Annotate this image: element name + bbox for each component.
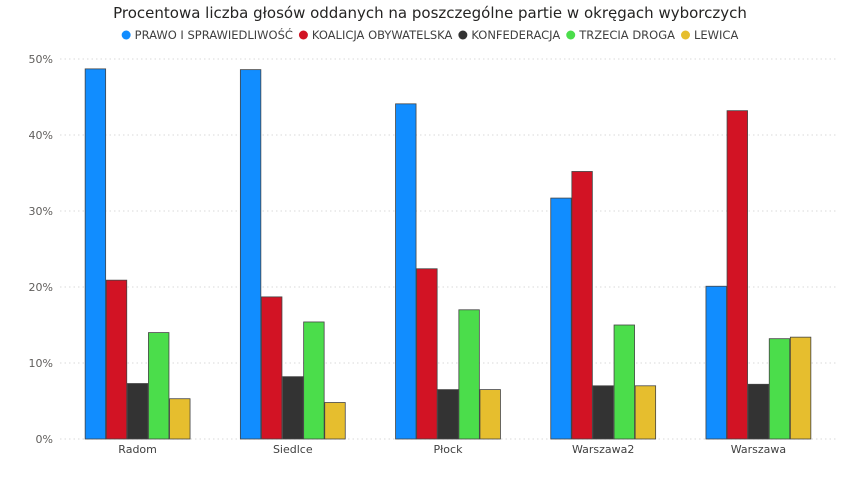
bar-lewica-plock[interactable] [479,389,501,440]
bar-koalicja-obywatelska-siedlce[interactable] [261,296,283,440]
legend-item-lewica[interactable]: LEWICA [681,28,738,42]
legend-marker-trzecia-droga [566,30,576,40]
y-tick-label: 40% [29,129,53,142]
legend-item-koalicja-obywatelska[interactable]: KOALICJA OBYWATELSKA [298,28,453,42]
bars [84,68,812,440]
x-tick-label-radom: Radom [118,443,157,456]
legend-label-konfederacja: KONFEDERACJA [471,28,560,42]
bar-koalicja-obywatelska-warszawa[interactable] [726,110,748,440]
legend: PRAWO I SPRAWIEDLIWOŚĆ KOALICJA OBYWATELS… [121,27,738,42]
bar-trzecia-droga-siedlce[interactable] [303,321,325,440]
legend-label-lewica: LEWICA [694,28,738,42]
x-tick-label-plock: Płock [434,443,464,456]
bar-trzecia-droga-plock[interactable] [458,309,480,440]
bar-koalicja-obywatelska-plock[interactable] [416,268,438,440]
legend-item-trzecia-droga[interactable]: TRZECIA DROGA [566,28,675,42]
bar-trzecia-droga-radom[interactable] [148,332,170,440]
y-tick-label: 50% [29,53,53,66]
y-tick-label: 30% [29,205,53,218]
legend-label-trzecia-droga: TRZECIA DROGA [578,28,675,42]
bar-prawo-i-sprawiedliwosc-warszawa2[interactable] [550,197,572,440]
y-tick-label: 20% [29,281,53,294]
x-axis: Radom Siedlce Płock Warszawa2 Warszawa [118,443,786,456]
bar-konfederacja-plock[interactable] [437,389,459,440]
bar-konfederacja-radom[interactable] [126,383,149,440]
y-tick-label: 0% [36,433,53,446]
bar-koalicja-obywatelska-radom[interactable] [105,279,128,440]
legend-item-prawo-i-sprawiedliwosc[interactable]: PRAWO I SPRAWIEDLIWOŚĆ [121,27,293,42]
chart-title: Procentowa liczba głosów oddanych na pos… [113,4,747,22]
bar-lewica-siedlce[interactable] [324,402,346,440]
x-tick-label-siedlce: Siedlce [273,443,313,456]
bar-konfederacja-warszawa2[interactable] [592,385,614,440]
bar-lewica-warszawa[interactable] [789,336,812,440]
legend-marker-lewica [681,30,690,40]
bar-lewica-warszawa2[interactable] [634,385,657,440]
legend-marker-konfederacja [458,30,468,40]
bar-lewica-radom[interactable] [169,398,191,440]
legend-marker-koalicja-obywatelska [298,30,308,40]
bar-konfederacja-warszawa[interactable] [747,383,770,440]
x-tick-label-warszawa: Warszawa [731,443,786,456]
legend-label-prawo-i-sprawiedliwosc: PRAWO I SPRAWIEDLIWOŚĆ [135,27,293,42]
legend-label-koalicja-obywatelska: KOALICJA OBYWATELSKA [312,28,453,42]
legend-marker-prawo-i-sprawiedliwosc [121,30,131,40]
legend-item-konfederacja[interactable]: KONFEDERACJA [458,28,560,42]
x-tick-label-warszawa2: Warszawa2 [572,443,634,456]
bar-prawo-i-sprawiedliwosc-siedlce[interactable] [239,69,262,440]
bar-trzecia-droga-warszawa2[interactable] [613,324,635,440]
bar-koalicja-obywatelska-warszawa2[interactable] [571,171,593,440]
bar-prawo-i-sprawiedliwosc-plock[interactable] [395,103,417,440]
bar-prawo-i-sprawiedliwosc-radom[interactable] [84,68,107,440]
bar-trzecia-droga-warszawa[interactable] [768,338,791,440]
bar-prawo-i-sprawiedliwosc-warszawa[interactable] [705,285,727,440]
bar-konfederacja-siedlce[interactable] [282,376,304,440]
y-tick-label: 10% [29,357,53,370]
y-axis: 0% 10% 20% 30% 40% 50% [29,53,53,446]
